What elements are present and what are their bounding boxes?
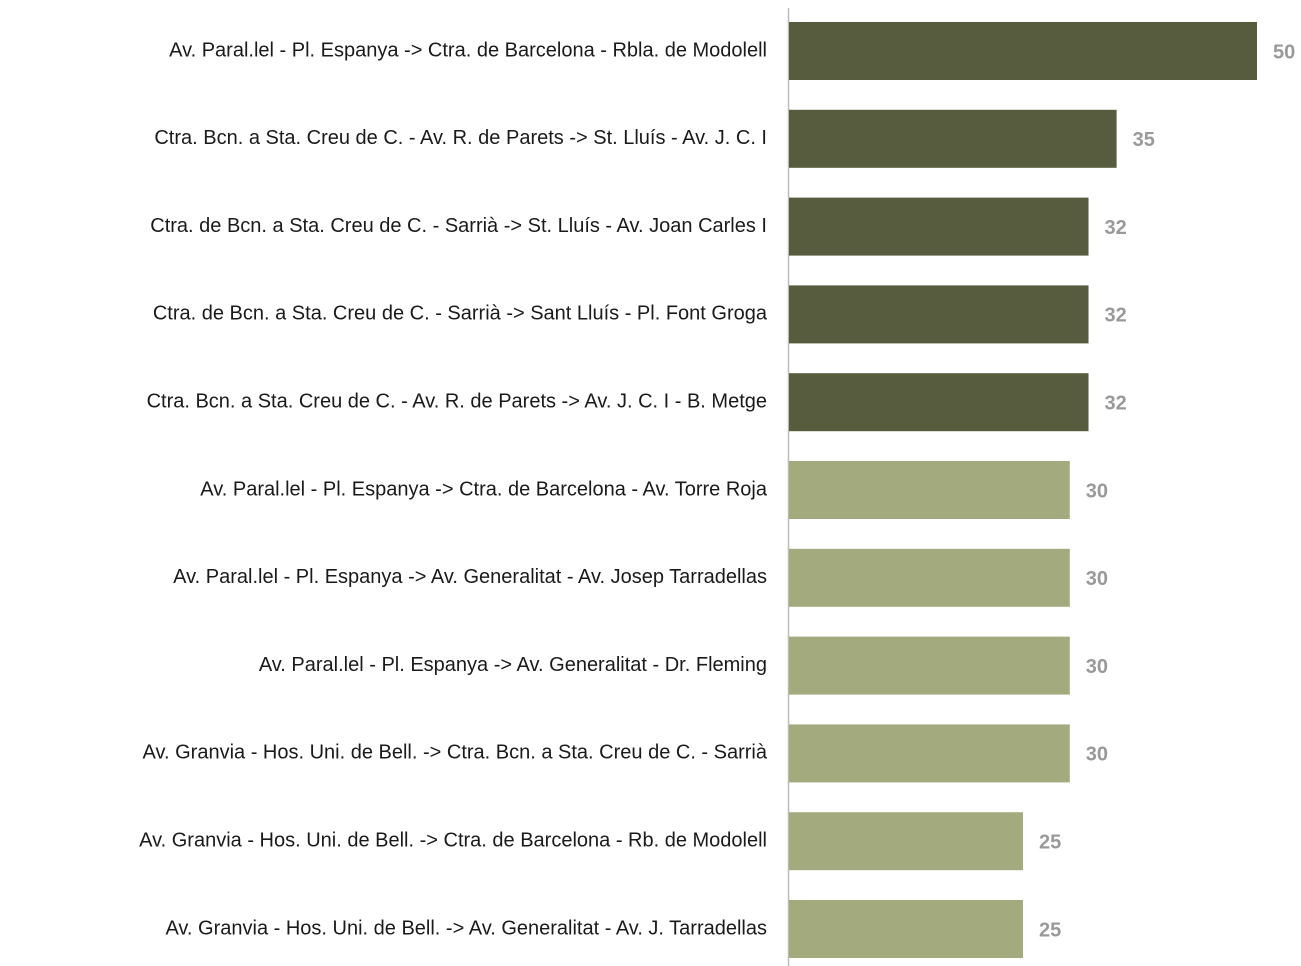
value-label: 30 bbox=[1086, 656, 1108, 678]
value-label: 25 bbox=[1039, 919, 1061, 941]
value-label: 30 bbox=[1086, 744, 1108, 766]
bar bbox=[789, 197, 1089, 256]
bar bbox=[789, 373, 1089, 432]
category-label: Av. Granvia - Hos. Uni. de Bell. -> Ctra… bbox=[143, 742, 768, 764]
category-label: Ctra. de Bcn. a Sta. Creu de C. - Sarrià… bbox=[153, 303, 768, 325]
value-label: 25 bbox=[1039, 831, 1061, 853]
category-label: Av. Paral.lel - Pl. Espanya -> Ctra. de … bbox=[169, 39, 767, 61]
value-label: 32 bbox=[1105, 392, 1127, 414]
bar bbox=[789, 636, 1070, 695]
value-label: 50 bbox=[1273, 41, 1295, 63]
category-label: Av. Paral.lel - Pl. Espanya -> Av. Gener… bbox=[259, 654, 767, 676]
category-label: Ctra. de Bcn. a Sta. Creu de C. - Sarrià… bbox=[150, 215, 767, 237]
bar bbox=[789, 724, 1070, 783]
category-label: Ctra. Bcn. a Sta. Creu de C. - Av. R. de… bbox=[154, 127, 767, 149]
bar bbox=[789, 461, 1070, 519]
value-label: 35 bbox=[1133, 129, 1155, 151]
value-label: 32 bbox=[1105, 217, 1127, 239]
bar bbox=[789, 22, 1257, 80]
bar bbox=[789, 900, 1023, 958]
bar bbox=[789, 812, 1023, 871]
value-label: 30 bbox=[1086, 480, 1108, 502]
category-label: Av. Paral.lel - Pl. Espanya -> Av. Gener… bbox=[173, 566, 767, 588]
category-label: Ctra. Bcn. a Sta. Creu de C. - Av. R. de… bbox=[147, 390, 767, 412]
category-label: Av. Granvia - Hos. Uni. de Bell. -> Ctra… bbox=[139, 829, 767, 851]
bar bbox=[789, 548, 1070, 607]
bar bbox=[789, 109, 1117, 168]
value-label: 32 bbox=[1105, 305, 1127, 327]
bar bbox=[789, 285, 1089, 344]
category-label: Av. Paral.lel - Pl. Espanya -> Ctra. de … bbox=[200, 478, 768, 500]
value-label: 30 bbox=[1086, 568, 1108, 590]
category-label: Av. Granvia - Hos. Uni. de Bell. -> Av. … bbox=[165, 917, 767, 939]
